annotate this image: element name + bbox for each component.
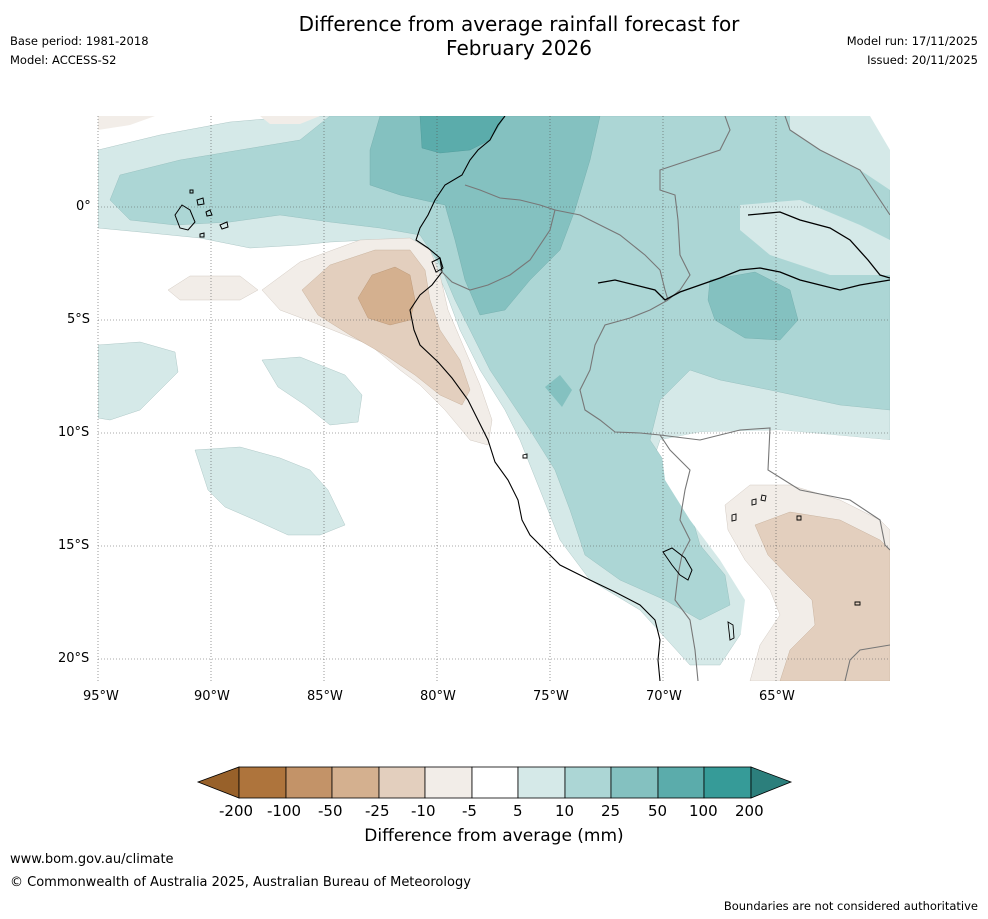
meta-left: Base period: 1981-2018 Model: ACCESS-S2: [10, 32, 149, 70]
model-run: Model run: 17/11/2025: [846, 34, 978, 48]
map-fill-layer: [98, 116, 890, 681]
border-ecuador-peru: [439, 184, 556, 291]
tick-50: 50: [648, 802, 668, 820]
tick-25: 25: [601, 802, 621, 820]
map-title: Difference from average rainfall forecas…: [0, 12, 988, 60]
tick-10: 10: [555, 802, 575, 820]
lat-label-5s: 5°S: [67, 312, 91, 327]
anomaly-10-25: [109, 116, 890, 621]
lon-label-95w: 95°W: [83, 689, 119, 704]
anomaly-minus5-minus10-small: [167, 275, 259, 301]
lon-label-70w: 70°W: [646, 689, 682, 704]
anomaly-5-10-ne-corner: [790, 116, 890, 190]
footer-url-link[interactable]: www.bom.gov.au/climate: [10, 852, 174, 867]
footer-copyright: © Commonwealth of Australia 2025, Austra…: [10, 875, 471, 890]
tick-minus200: -200: [219, 802, 254, 820]
colorbar-title: Difference from average (mm): [364, 826, 624, 846]
border-bolivia-paraguay: [844, 644, 890, 681]
lon-label-75w: 75°W: [533, 689, 569, 704]
anomaly-25-50-north: [369, 116, 601, 316]
border-north-east: [784, 116, 890, 216]
issued-date: Issued: 20/11/2025: [867, 53, 978, 67]
tick-200: 200: [735, 802, 764, 820]
lon-label-65w: 65°W: [759, 689, 795, 704]
small-lakes: [522, 453, 861, 641]
lat-label-0: 0°: [76, 199, 91, 214]
graticule: [97, 116, 890, 681]
anomaly-25-50-east: [707, 271, 799, 341]
coastline: [409, 116, 661, 681]
amazon-river: [597, 267, 890, 301]
tick-minus50: -50: [318, 802, 343, 820]
model-name: Model: ACCESS-S2: [10, 53, 117, 67]
anomaly-minus5-minus10-northwest: [98, 116, 155, 130]
lake-titicaca: [662, 547, 693, 581]
tick-minus10: -10: [411, 802, 436, 820]
colorbar-ticks: -200 -100 -50 -25 -10 -5 5 10 25 50 100 …: [0, 802, 988, 822]
title-line-1: Difference from average rainfall forecas…: [298, 12, 740, 36]
anomaly-5-10-west-c: [194, 446, 346, 536]
tick-100: 100: [689, 802, 718, 820]
title-line-2: February 2026: [446, 36, 592, 60]
footer-boundaries-note: Boundaries are not considered authoritat…: [723, 899, 978, 913]
lon-label-80w: 80°W: [420, 689, 456, 704]
northern-river: [747, 211, 890, 279]
base-period: Base period: 1981-2018: [10, 34, 149, 48]
anomaly-minus25-minus50: [357, 266, 416, 326]
anomaly-25-50-small: [545, 375, 572, 407]
lat-label-10s: 10°S: [58, 425, 90, 440]
anomaly-50-100: [419, 116, 506, 154]
anomaly-5-10-northeast: [740, 200, 890, 275]
meta-right: Model run: 17/11/2025 Issued: 20/11/2025: [847, 32, 978, 70]
lon-label-90w: 90°W: [194, 689, 230, 704]
lat-label-15s: 15°S: [58, 538, 90, 553]
galapagos-islands: [174, 189, 229, 238]
puna-island: [431, 257, 444, 273]
tick-minus5: -5: [462, 802, 477, 820]
lon-label-85w: 85°W: [307, 689, 343, 704]
anomaly-minus5-minus10-north: [260, 116, 320, 124]
tick-5: 5: [513, 802, 523, 820]
border-brazil-bolivia: [659, 427, 890, 551]
lat-label-20s: 20°S: [58, 651, 90, 666]
border-colombia-brazil: [659, 116, 731, 301]
anomaly-5-10-west-a: [98, 341, 179, 421]
anomaly-minus10-minus25-southeast: [754, 511, 890, 681]
tick-minus25: -25: [365, 802, 390, 820]
anomaly-5-10-west-b: [261, 356, 363, 426]
border-peru-colombia: [554, 209, 669, 301]
tick-minus100: -100: [267, 802, 302, 820]
